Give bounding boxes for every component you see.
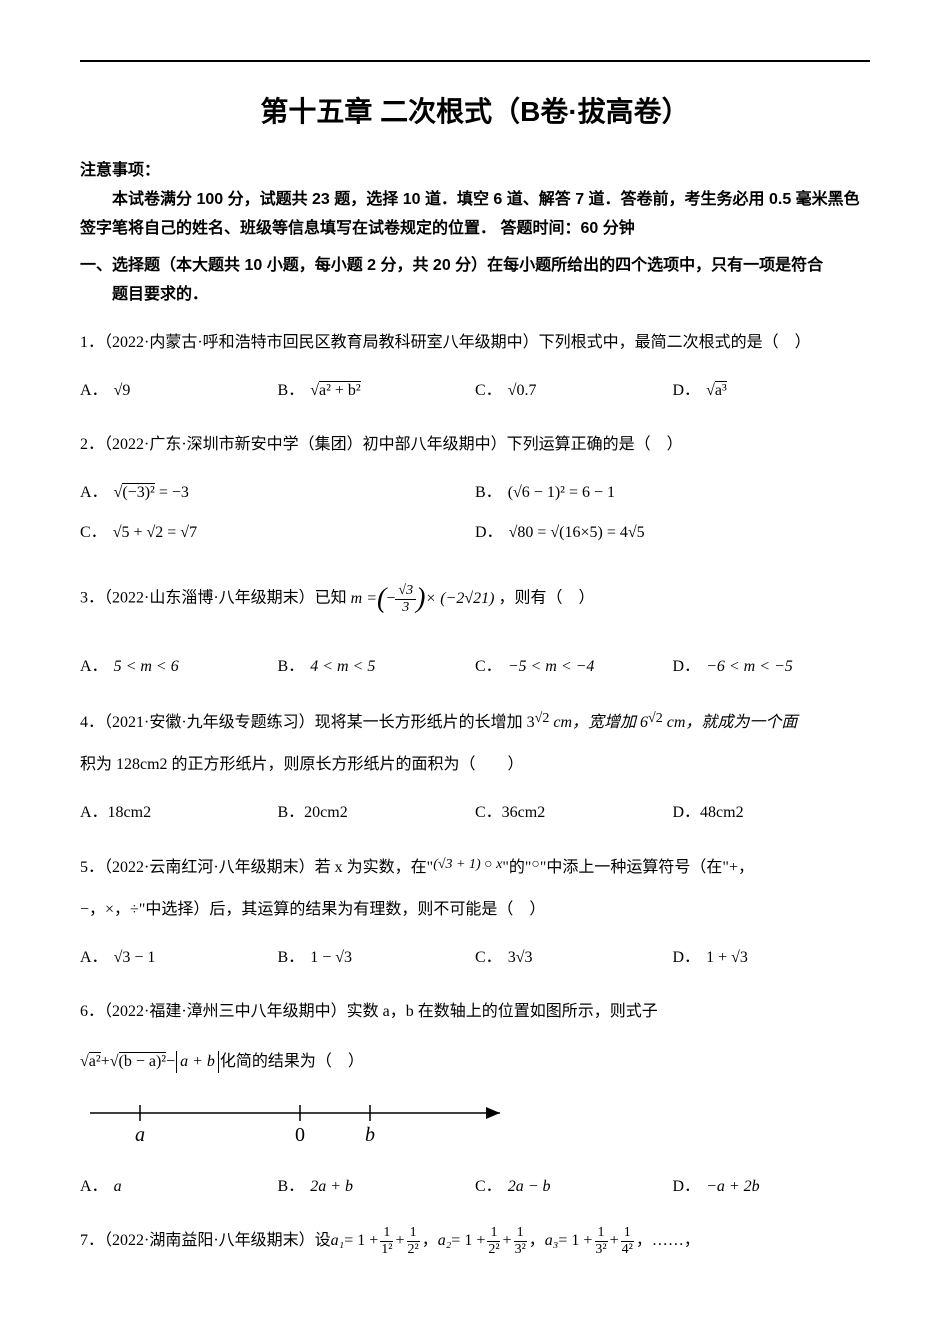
q6-opt-b: B． 2a + b bbox=[278, 1167, 476, 1207]
q4-opt-b: B．20cm2 bbox=[278, 793, 476, 833]
q2-c-math: √5 + √2 = √7 bbox=[113, 517, 197, 549]
question-7: 7．（2022·湖南益阳·八年级期末）设 a₁ = 1 + 11² + 12² … bbox=[80, 1225, 870, 1257]
abs-bars: a + b bbox=[175, 1046, 220, 1078]
q3-opt-a: A． 5 < m < 6 bbox=[80, 647, 278, 687]
svg-text:b: b bbox=[365, 1124, 375, 1143]
q5-line2: −，×，÷"中选择）后，其运算的结果为有理数，则不可能是（ ） bbox=[80, 894, 870, 926]
q2-text: 2．（2022·广东·深圳市新安中学（集团）初中部八年级期中）下列运算正确的是（… bbox=[80, 429, 870, 461]
question-5: 5．（2022·云南红河·八年级期末）若 x 为实数，在"(√3 + 1) ○ … bbox=[80, 851, 870, 978]
q5-opt-c: C． 3√3 bbox=[475, 938, 673, 978]
q2-a-math: √(−3)² = −3 bbox=[114, 477, 189, 509]
q3-opt-b: B． 4 < m < 5 bbox=[278, 647, 476, 687]
q4-opt-c: C．36cm2 bbox=[475, 793, 673, 833]
q3-text: 3．（2022·山东淄博·八年级期末）已知 m = ( − √3 3 ) × (… bbox=[80, 571, 870, 627]
page-title: 第十五章 二次根式（B卷·拔高卷） bbox=[80, 87, 870, 137]
q1-opt-d: D． √a³ bbox=[673, 371, 871, 411]
q5-opt-b: B． 1 − √3 bbox=[278, 938, 476, 978]
question-2: 2．（2022·广东·深圳市新安中学（集团）初中部八年级期中）下列运算正确的是（… bbox=[80, 429, 870, 553]
section-header-1a: 一、选择题（本大题共 10 小题，每小题 2 分，共 20 分）在每小题所给出的… bbox=[80, 252, 870, 281]
q1-opt-b: B． √a² + b² bbox=[278, 371, 476, 411]
q4-line2: 积为 128cm2 的正方形纸片，则原长方形纸片的面积为（ ） bbox=[80, 749, 870, 781]
question-6: 6．（2022·福建·漳州三中八年级期中）实数 a，b 在数轴上的位置如图所示，… bbox=[80, 996, 870, 1207]
q3-opt-c: C． −5 < m < −4 bbox=[475, 647, 673, 687]
q2-opt-d: D． √80 = √(16×5) = 4√5 bbox=[475, 513, 870, 553]
notice-line1: 本试卷满分 100 分，试题共 23 题，选择 10 道．填空 6 道、解答 7… bbox=[80, 186, 870, 244]
q2-opt-b: B． (√6 − 1)² = 6 − 1 bbox=[475, 473, 870, 513]
q2-opt-a: A． √(−3)² = −3 bbox=[80, 473, 475, 513]
q5-options: A． √3 − 1 B． 1 − √3 C． 3√3 D． 1 + √3 bbox=[80, 938, 870, 978]
number-line-svg: a 0 b bbox=[80, 1093, 520, 1143]
q4-line1: 4．（2021·安徽·九年级专题练习）现将某一长方形纸片的长增加 3√2 cm，… bbox=[80, 705, 870, 739]
q3-options: A． 5 < m < 6 B． 4 < m < 5 C． −5 < m < −4… bbox=[80, 647, 870, 687]
q2-b-math: (√6 − 1)² = 6 − 1 bbox=[508, 477, 615, 509]
q6-opt-a: A． a bbox=[80, 1167, 278, 1207]
q1-a-math: √9 bbox=[114, 375, 131, 407]
q6-expr-line: √a² + √(b − a)² − a + b 化简的结果为（ ） bbox=[80, 1046, 870, 1078]
q5-line1: 5．（2022·云南红河·八年级期末）若 x 为实数，在"(√3 + 1) ○ … bbox=[80, 851, 870, 884]
q1-d-math: √a³ bbox=[706, 375, 727, 407]
q1-b-math: √a² + b² bbox=[310, 375, 361, 407]
q3-expr: m = ( − √3 3 ) × (−2√21) bbox=[351, 571, 495, 627]
notice-label: 注意事项： bbox=[80, 157, 870, 186]
q4-opt-a: A．18cm2 bbox=[80, 793, 278, 833]
q6-text: 6．（2022·福建·漳州三中八年级期中）实数 a，b 在数轴上的位置如图所示，… bbox=[80, 996, 870, 1028]
svg-text:a: a bbox=[135, 1124, 145, 1143]
q6-options: A． a B． 2a + b C． 2a − b D． −a + 2b bbox=[80, 1167, 870, 1207]
q2-opt-c: C． √5 + √2 = √7 bbox=[80, 513, 475, 553]
question-1: 1．（2022·内蒙古·呼和浩特市回民区教育局教科研室八年级期中）下列根式中，最… bbox=[80, 327, 870, 411]
svg-text:0: 0 bbox=[295, 1124, 305, 1143]
q7-line1: 7．（2022·湖南益阳·八年级期末）设 a₁ = 1 + 11² + 12² … bbox=[80, 1225, 870, 1257]
q5-opt-a: A． √3 − 1 bbox=[80, 938, 278, 978]
question-4: 4．（2021·安徽·九年级专题练习）现将某一长方形纸片的长增加 3√2 cm，… bbox=[80, 705, 870, 833]
section-header-1b: 题目要求的． bbox=[80, 281, 870, 310]
question-3: 3．（2022·山东淄博·八年级期末）已知 m = ( − √3 3 ) × (… bbox=[80, 571, 870, 687]
top-rule bbox=[80, 60, 870, 62]
q6-opt-d: D． −a + 2b bbox=[673, 1167, 871, 1207]
q5-opt-d: D． 1 + √3 bbox=[673, 938, 871, 978]
q1-c-math: √0.7 bbox=[508, 375, 537, 407]
q4-options: A．18cm2 B．20cm2 C．36cm2 D．48cm2 bbox=[80, 793, 870, 833]
number-line: a 0 b bbox=[80, 1093, 870, 1155]
q2-d-math: √80 = √(16×5) = 4√5 bbox=[509, 517, 645, 549]
q2-options: A． √(−3)² = −3 B． (√6 − 1)² = 6 − 1 C． √… bbox=[80, 473, 870, 553]
q4-opt-d: D．48cm2 bbox=[673, 793, 871, 833]
q1-text: 1．（2022·内蒙古·呼和浩特市回民区教育局教科研室八年级期中）下列根式中，最… bbox=[80, 327, 870, 359]
q1-opt-a: A． √9 bbox=[80, 371, 278, 411]
q3-opt-d: D． −6 < m < −5 bbox=[673, 647, 871, 687]
q1-options: A． √9 B． √a² + b² C． √0.7 D． √a³ bbox=[80, 371, 870, 411]
q1-opt-c: C． √0.7 bbox=[475, 371, 673, 411]
q6-opt-c: C． 2a − b bbox=[475, 1167, 673, 1207]
